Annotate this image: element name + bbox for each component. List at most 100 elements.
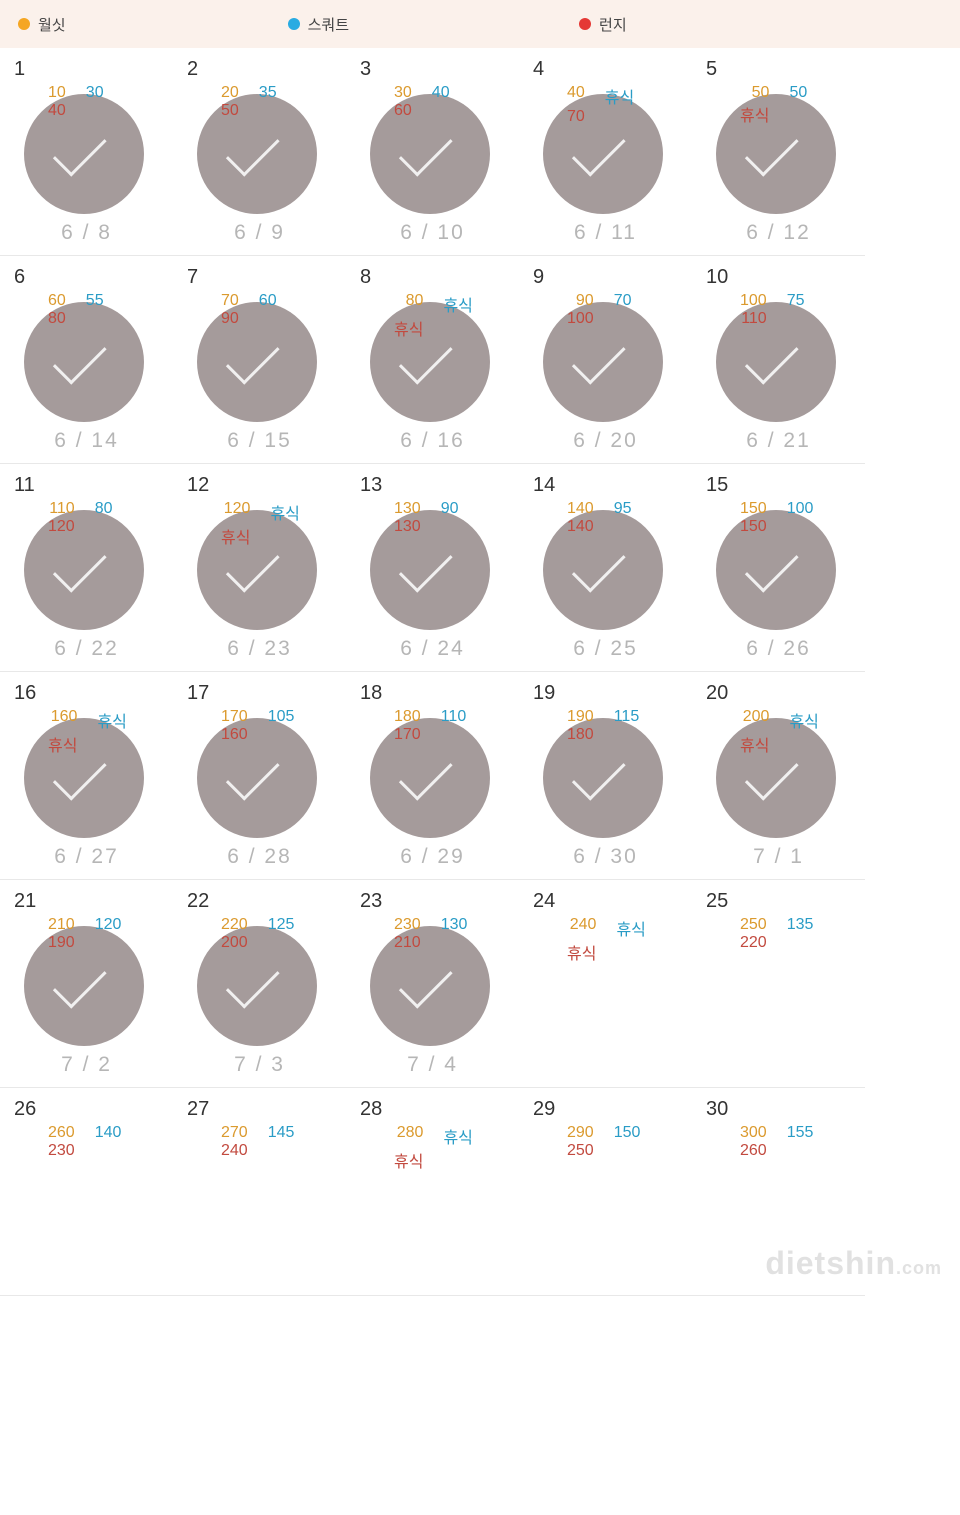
day-cell[interactable]: 990701006 / 20	[519, 256, 692, 464]
completion-date: 6 / 12	[692, 221, 865, 245]
value-lunge: 40	[48, 102, 66, 120]
day-values: 220125200	[221, 916, 294, 952]
check-icon	[572, 331, 626, 385]
value-lunge: 250	[567, 1142, 594, 1160]
watermark-suffix: .com	[896, 1258, 942, 1278]
legend-label-1: 월싯	[38, 14, 66, 35]
day-number: 12	[187, 474, 346, 497]
day-cell[interactable]: 13130901306 / 24	[346, 464, 519, 672]
day-number: 16	[14, 682, 173, 705]
value-lunge: 100	[567, 310, 594, 328]
day-cell[interactable]: 10100751106 / 21	[692, 256, 865, 464]
day-values: 290 150 250	[567, 1124, 640, 1160]
value-squat: 150	[614, 1124, 641, 1142]
completion-date: 6 / 29	[346, 845, 519, 869]
value-squat: 110	[441, 708, 467, 726]
legend-dot-2	[288, 18, 300, 30]
day-cell[interactable]: 55050휴식6 / 12	[692, 48, 865, 256]
day-number: 13	[360, 474, 519, 497]
day-values: 150100150	[740, 500, 813, 536]
value-wallsit: 80	[394, 292, 423, 316]
day-cell[interactable]: 29290150250	[519, 1088, 692, 1296]
check-icon	[53, 331, 107, 385]
check-icon	[399, 539, 453, 593]
day-cell[interactable]: 28280휴식휴식	[346, 1088, 519, 1296]
value-squat: 30	[86, 84, 104, 102]
completion-date: 6 / 27	[0, 845, 173, 869]
value-squat: 휴식	[443, 1124, 472, 1148]
legend-item-2: 스쿼트	[288, 14, 349, 35]
completion-date: 6 / 15	[173, 429, 346, 453]
value-wallsit: 50	[740, 84, 769, 102]
day-number: 6	[14, 266, 173, 289]
day-cell[interactable]: 151501001506 / 26	[692, 464, 865, 672]
value-wallsit: 30	[394, 84, 412, 102]
value-squat: 105	[268, 708, 295, 726]
value-wallsit: 120	[221, 500, 250, 524]
day-number: 1	[14, 58, 173, 81]
day-values: 210120190	[48, 916, 121, 952]
day-number: 2	[187, 58, 346, 81]
day-cell[interactable]: 171701051606 / 28	[173, 672, 346, 880]
day-cell[interactable]: 232301302107 / 4	[346, 880, 519, 1088]
day-cell[interactable]: 880휴식휴식6 / 16	[346, 256, 519, 464]
value-squat: 휴식	[616, 916, 645, 940]
day-cell[interactable]: 12120휴식휴식6 / 23	[173, 464, 346, 672]
day-cell[interactable]: 11110801206 / 22	[0, 464, 173, 672]
value-lunge: 120	[48, 518, 75, 536]
value-wallsit: 290	[567, 1124, 594, 1142]
value-lunge: 70	[567, 108, 585, 126]
day-cell[interactable]: 14140951406 / 25	[519, 464, 692, 672]
legend-bar: 월싯 스쿼트 런지	[0, 0, 960, 48]
completion-date: 6 / 26	[692, 637, 865, 661]
day-cell[interactable]: 66055806 / 14	[0, 256, 173, 464]
day-cell[interactable]: 11030406 / 8	[0, 48, 173, 256]
day-cell[interactable]: 181801101706 / 29	[346, 672, 519, 880]
day-cell[interactable]: 440휴식706 / 11	[519, 48, 692, 256]
day-values: 230130210	[394, 916, 467, 952]
value-lunge: 160	[221, 726, 248, 744]
check-icon	[226, 955, 280, 1009]
day-number: 19	[533, 682, 692, 705]
day-number: 22	[187, 890, 346, 913]
day-cell[interactable]: 191901151806 / 30	[519, 672, 692, 880]
day-cell[interactable]: 25250135220	[692, 880, 865, 1088]
day-number: 10	[706, 266, 865, 289]
check-icon	[226, 123, 280, 177]
value-wallsit: 70	[221, 292, 239, 310]
value-wallsit: 180	[394, 708, 421, 726]
day-cell[interactable]: 24240휴식휴식	[519, 880, 692, 1088]
value-lunge: 190	[48, 934, 75, 952]
day-cell[interactable]: 20200휴식휴식7 / 1	[692, 672, 865, 880]
day-cell[interactable]: 16160휴식휴식6 / 27	[0, 672, 173, 880]
day-values: 706090	[221, 292, 277, 328]
day-number: 23	[360, 890, 519, 913]
value-squat: 휴식	[443, 292, 472, 316]
value-lunge: 210	[394, 934, 421, 952]
day-values: 605580	[48, 292, 104, 328]
value-squat: 35	[259, 84, 277, 102]
day-number: 24	[533, 890, 692, 913]
day-number: 26	[14, 1098, 173, 1121]
completion-date: 6 / 20	[519, 429, 692, 453]
value-wallsit: 20	[221, 84, 239, 102]
day-values: 260140230	[48, 1124, 121, 1160]
day-cell[interactable]: 22035506 / 9	[173, 48, 346, 256]
completion-date: 6 / 21	[692, 429, 865, 453]
day-cell[interactable]: 26 260140230	[0, 1088, 173, 1296]
day-cell[interactable]: 27270145240	[173, 1088, 346, 1296]
value-squat: 130	[441, 916, 468, 934]
day-cell[interactable]: 212101201907 / 2	[0, 880, 173, 1088]
day-cell[interactable]: 77060906 / 15	[173, 256, 346, 464]
value-wallsit: 280	[394, 1124, 423, 1148]
value-wallsit: 220	[221, 916, 248, 934]
completion-date: 6 / 25	[519, 637, 692, 661]
day-values: 180110170	[394, 708, 466, 744]
day-number: 9	[533, 266, 692, 289]
legend-item-1: 월싯	[18, 14, 66, 35]
day-cell[interactable]: 222201252007 / 3	[173, 880, 346, 1088]
value-lunge: 260	[740, 1142, 767, 1160]
day-number: 17	[187, 682, 346, 705]
day-cell[interactable]: 33040606 / 10	[346, 48, 519, 256]
day-number: 11	[14, 474, 173, 497]
